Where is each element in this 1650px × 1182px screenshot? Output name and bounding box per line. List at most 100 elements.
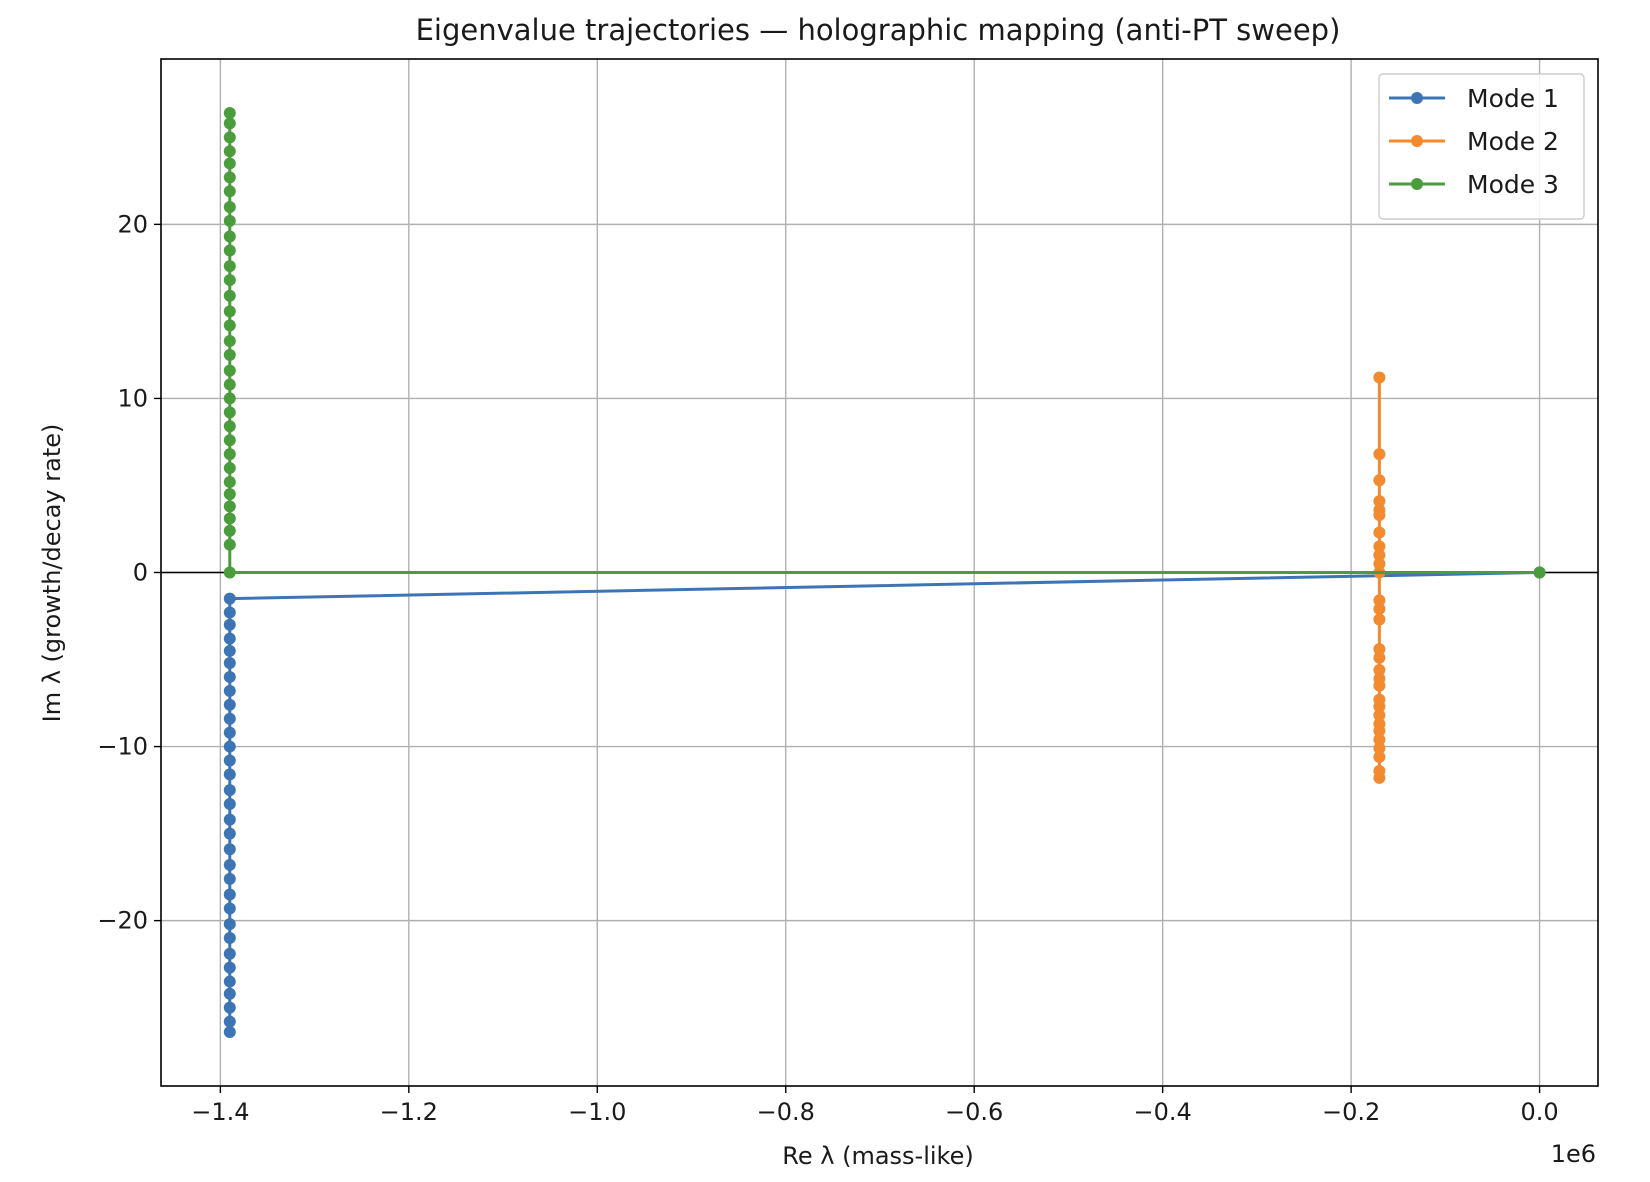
data-point — [1373, 643, 1386, 656]
data-point — [223, 462, 236, 475]
data-point — [223, 244, 236, 257]
data-point — [223, 740, 236, 753]
y-axis-label: Im λ (growth/decay rate) — [38, 424, 66, 723]
data-point — [223, 289, 236, 302]
series-line — [228, 112, 1540, 574]
data-point — [1373, 603, 1386, 616]
data-point — [1373, 474, 1386, 487]
y-tick-label: 20 — [117, 210, 148, 238]
data-point — [223, 566, 236, 579]
data-point — [223, 364, 236, 377]
data-point — [1373, 526, 1386, 539]
data-point — [223, 319, 236, 332]
data-point — [223, 827, 236, 840]
legend-item-mode-2: Mode 2 — [1389, 127, 1559, 156]
data-point — [223, 488, 236, 501]
data-point — [223, 961, 236, 974]
data-point — [223, 872, 236, 885]
data-point — [223, 500, 236, 513]
data-point — [223, 632, 236, 645]
data-point — [1373, 549, 1386, 562]
data-point — [223, 260, 236, 273]
data-point — [1373, 594, 1386, 607]
data-point — [223, 784, 236, 797]
data-point — [223, 406, 236, 419]
x-tick-label: −1.4 — [191, 1098, 249, 1126]
data-point — [1373, 771, 1386, 784]
data-point — [223, 644, 236, 657]
data-point — [223, 230, 236, 243]
data-point — [223, 157, 236, 170]
data-point — [223, 420, 236, 433]
data-point — [1373, 742, 1386, 755]
legend-item-mode-1: Mode 1 — [1389, 84, 1559, 113]
data-point — [1373, 709, 1386, 722]
data-point — [223, 171, 236, 184]
legend-marker-swatch — [1411, 178, 1423, 190]
data-point — [223, 1001, 236, 1014]
legend-label: Mode 2 — [1467, 127, 1559, 156]
data-point — [223, 1026, 236, 1039]
legend: Mode 1 Mode 2 Mode 3 — [1378, 73, 1585, 220]
data-point — [223, 434, 236, 447]
legend-marker-swatch — [1411, 92, 1423, 104]
data-point — [223, 843, 236, 856]
data-point — [223, 947, 236, 960]
data-point — [223, 798, 236, 811]
data-point — [223, 334, 236, 347]
x-tick-label: −0.4 — [1134, 1098, 1192, 1126]
data-point — [223, 538, 236, 551]
data-point — [223, 305, 236, 318]
data-point — [223, 684, 236, 697]
y-tick-label: 0 — [133, 559, 148, 587]
data-point — [1533, 566, 1546, 579]
data-point — [223, 392, 236, 405]
data-point — [223, 106, 236, 119]
y-tick-label: −20 — [97, 907, 148, 935]
data-point — [223, 475, 236, 488]
series-mode-1 — [223, 566, 1546, 1039]
data-point — [1373, 371, 1386, 384]
data-point — [223, 726, 236, 739]
data-point — [223, 618, 236, 631]
data-point — [1373, 663, 1386, 676]
data-point — [223, 1015, 236, 1028]
legend-marker-swatch — [1411, 135, 1423, 147]
data-point — [223, 698, 236, 711]
data-point — [1373, 751, 1386, 764]
x-tick-label: −0.6 — [945, 1098, 1003, 1126]
data-point — [223, 712, 236, 725]
data-point — [223, 918, 236, 931]
legend-label: Mode 3 — [1467, 170, 1559, 199]
legend-item-mode-3: Mode 3 — [1389, 170, 1559, 199]
data-point — [223, 670, 236, 683]
x-axis-offset-text: 1e6 — [1551, 1140, 1596, 1168]
x-tick-label: −0.2 — [1322, 1098, 1380, 1126]
data-point — [1373, 733, 1386, 746]
chart-title: Eigenvalue trajectories — holographic ma… — [416, 13, 1341, 47]
data-point — [223, 858, 236, 871]
data-point — [1373, 557, 1386, 570]
y-tick-label: −10 — [97, 733, 148, 761]
data-point — [223, 200, 236, 213]
data-point — [223, 606, 236, 619]
series-layer — [223, 106, 1546, 1039]
data-point — [223, 214, 236, 227]
data-point — [1373, 613, 1386, 626]
data-point — [223, 657, 236, 670]
data-point — [223, 512, 236, 525]
data-point — [223, 378, 236, 391]
data-point — [223, 813, 236, 826]
data-point — [223, 888, 236, 901]
x-tick-label: 0.0 — [1520, 1098, 1558, 1126]
data-point — [223, 592, 236, 605]
data-point — [1373, 651, 1386, 664]
x-tick-label: −0.8 — [757, 1098, 815, 1126]
data-point — [223, 975, 236, 988]
data-point — [1373, 700, 1386, 713]
data-point — [223, 932, 236, 945]
data-point — [223, 524, 236, 537]
series-mode-2 — [1373, 371, 1386, 784]
data-point — [223, 117, 236, 130]
